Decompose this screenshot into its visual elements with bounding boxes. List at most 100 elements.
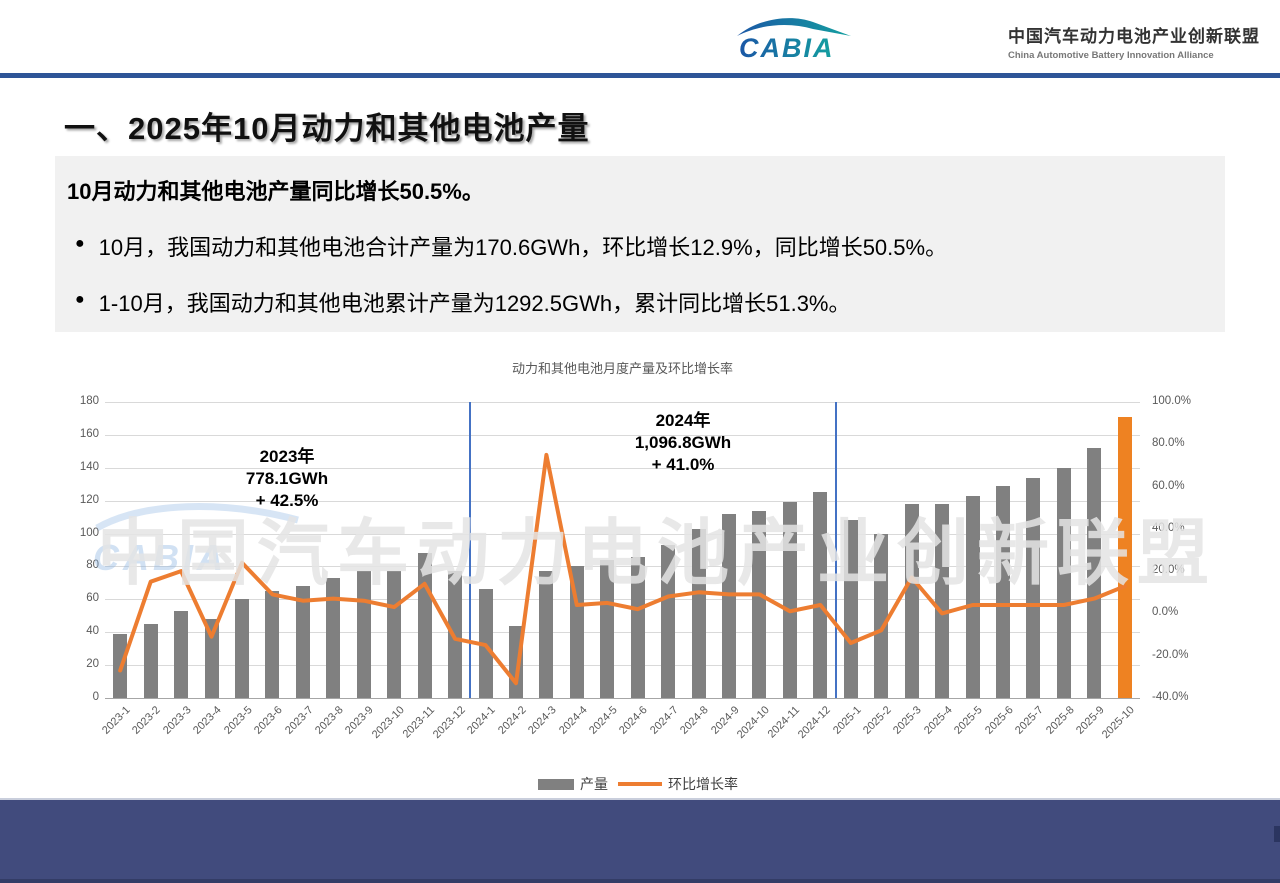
y-axis-left-tick: 80 <box>86 559 99 572</box>
x-label-2024-12: 2024-12 <box>795 704 833 742</box>
x-label-2024-1: 2024-1 <box>465 704 499 737</box>
gridline <box>105 566 1140 568</box>
bar-2025-2 <box>874 533 889 698</box>
gridline <box>105 632 1140 634</box>
year-divider <box>469 402 472 698</box>
y-axis-left-tick: 20 <box>86 658 99 671</box>
x-label-2025-8: 2025-8 <box>1043 704 1077 737</box>
cabia-logo: CABIA <box>733 12 865 69</box>
y-axis-right-tick: -40.0% <box>1152 691 1189 703</box>
bar-2025-4 <box>935 503 950 698</box>
x-label-2023-4: 2023-4 <box>191 704 225 737</box>
legend-bar-label: 产量 <box>580 776 608 792</box>
summary-bullet-2: ● 1-10月，我国动力和其他电池累计产量为1292.5GWh，累计同比增长51… <box>75 286 851 318</box>
x-label-2024-4: 2024-4 <box>556 704 590 737</box>
bar-2023-7 <box>295 586 310 698</box>
x-label-2024-8: 2024-8 <box>678 704 712 737</box>
bar-2024-4 <box>569 566 584 698</box>
x-label-2023-11: 2023-11 <box>400 704 438 741</box>
bar-2024-3 <box>539 571 554 698</box>
chart-title: 动力和其他电池月度产量及环比增长率 <box>511 361 733 376</box>
bar-2024-12 <box>813 492 828 698</box>
page-title: 一、2025年10月动力和其他电池产量 <box>64 111 590 146</box>
x-label-2024-11: 2024-11 <box>765 704 803 741</box>
x-label-2024-10: 2024-10 <box>734 704 772 742</box>
bar-2024-10 <box>752 510 767 698</box>
x-label-2025-4: 2025-4 <box>921 704 955 737</box>
bar-2025-7 <box>1026 477 1041 698</box>
x-label-2025-1: 2025-1 <box>830 704 864 737</box>
x-label-2025-7: 2025-7 <box>1013 704 1046 737</box>
y-axis-left-tick: 140 <box>79 460 99 473</box>
legend-bar-swatch <box>538 778 574 790</box>
x-label-2023-7: 2023-7 <box>282 704 316 737</box>
gridline <box>105 434 1140 436</box>
x-label-2024-2: 2024-2 <box>495 704 529 737</box>
y-axis-left-tick: 40 <box>86 625 99 638</box>
y-axis-right-tick: 20.0% <box>1152 564 1185 577</box>
summary-box: 10月动力和其他电池产量同比增长50.5%。 ● 10月，我国动力和其他电池合计… <box>55 156 1225 332</box>
gridline <box>105 402 1140 403</box>
summary-bullet-1: ● 10月，我国动力和其他电池合计产量为170.6GWh，环比增长12.9%，同… <box>75 230 947 262</box>
car-swoosh-icon <box>737 18 851 36</box>
x-label-2025-10: 2025-10 <box>1100 704 1138 742</box>
x-label-2023-8: 2023-8 <box>313 704 346 737</box>
bullet-icon: ● <box>75 291 85 308</box>
header-divider <box>0 73 1280 78</box>
year-divider <box>834 402 837 698</box>
org-name-en: China Automotive Battery Innovation Alli… <box>1008 50 1214 61</box>
x-label-2025-3: 2025-3 <box>891 704 925 737</box>
gridline <box>105 467 1140 469</box>
org-name-cn: 中国汽车动力电池产业创新联盟 <box>1008 27 1260 46</box>
org-names: 中国汽车动力电池产业创新联盟 China Automotive Battery … <box>1008 22 1260 61</box>
y-axis-right-tick: 0.0% <box>1152 606 1179 619</box>
y-axis-left-tick: 60 <box>86 592 99 605</box>
bar-2023-3 <box>174 610 189 698</box>
growth-line-series <box>118 452 1127 686</box>
y-axis-left-tick: 0 <box>92 691 99 703</box>
annotation-2024: 2024年 1,096.8GWh + 41.0% <box>634 411 732 474</box>
bar-2024-8 <box>691 528 706 698</box>
x-label-2025-6: 2025-6 <box>982 704 1016 737</box>
y-axis-left-tick: 100 <box>79 526 99 539</box>
svg-text:CABIA: CABIA <box>739 33 835 63</box>
bar-2023-8 <box>326 577 341 698</box>
summary-bullet-1-text: 10月，我国动力和其他电池合计产量为170.6GWh，环比增长12.9%，同比增… <box>98 235 948 260</box>
x-label-2023-1: 2023-1 <box>100 704 133 737</box>
y-axis-left-tick: 120 <box>79 493 99 506</box>
x-label-2024-6: 2024-6 <box>617 704 651 737</box>
footer-band <box>0 798 1280 883</box>
footer-right-tab <box>1274 826 1280 842</box>
x-label-2024-5: 2024-5 <box>587 704 620 737</box>
bar-2025-5 <box>965 495 980 698</box>
bar-2023-6 <box>265 591 280 698</box>
chart-legend: 产量 环比增长率 <box>0 774 1280 794</box>
x-label-2024-3: 2024-3 <box>526 704 559 737</box>
gridline <box>105 665 1140 667</box>
x-label-2024-7: 2024-7 <box>647 704 681 737</box>
gridline <box>105 698 1140 699</box>
bar-2025-8 <box>1056 467 1071 698</box>
legend-line-swatch <box>618 782 662 786</box>
bar-2023-4 <box>204 619 219 698</box>
bar-2024-5 <box>600 559 615 698</box>
x-label-2023-2: 2023-2 <box>130 704 164 737</box>
y-axis-right-tick: 80.0% <box>1152 437 1185 450</box>
bar-2024-7 <box>661 545 676 698</box>
bar-2024-11 <box>782 502 797 698</box>
summary-headline: 10月动力和其他电池产量同比增长50.5%。 <box>67 179 484 204</box>
bar-2025-6 <box>996 485 1010 698</box>
annotation-2023: 2023年 778.1GWh + 42.5% <box>245 447 329 510</box>
y-axis-right-tick: 40.0% <box>1152 521 1185 534</box>
bar-2023-5 <box>234 599 249 698</box>
header: CABIA 中国汽车动力电池产业创新联盟 China Automotive Ba… <box>0 0 1280 73</box>
cabia-logo-icon: CABIA <box>737 18 851 63</box>
y-axis-left-tick: 180 <box>79 395 99 407</box>
bar-2025-9 <box>1087 448 1102 698</box>
gridline <box>105 500 1140 502</box>
x-label-2023-3: 2023-3 <box>160 704 194 737</box>
x-label-2025-5: 2025-5 <box>952 704 986 737</box>
bar-2025-10 <box>1117 417 1132 698</box>
x-label-2023-6: 2023-6 <box>252 704 285 737</box>
